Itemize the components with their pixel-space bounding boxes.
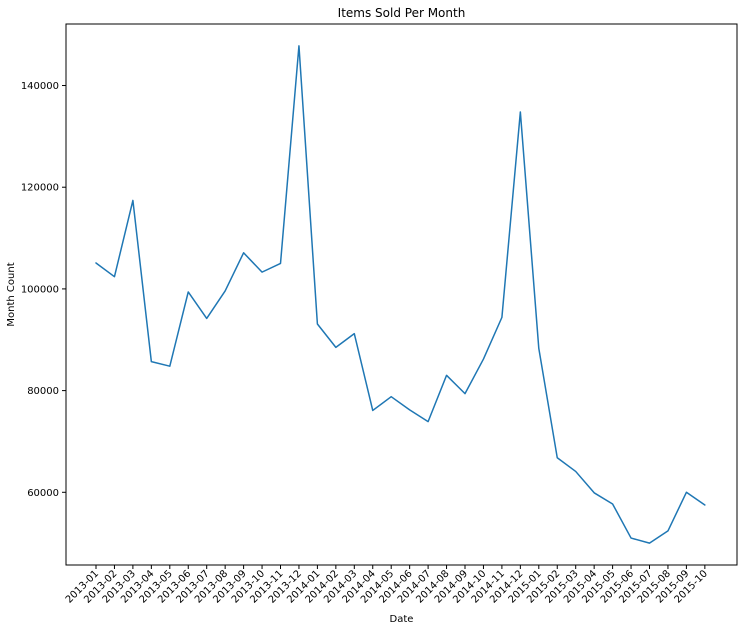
y-tick-label: 100000 bbox=[21, 284, 59, 295]
y-tick-label: 80000 bbox=[27, 386, 59, 397]
series-group bbox=[95, 45, 706, 544]
y-tick-label: 60000 bbox=[27, 488, 59, 499]
plot-frame bbox=[65, 23, 738, 566]
plot-area-border bbox=[65, 23, 738, 566]
y-tick-label: 120000 bbox=[21, 183, 59, 194]
series-line bbox=[95, 45, 706, 544]
y-axis: 60000 80000 100000 120000 140000 bbox=[21, 81, 66, 499]
y-tick-label: 140000 bbox=[21, 81, 59, 92]
x-axis: 2013-012013-022013-032013-042013-052013-… bbox=[64, 565, 710, 606]
y-axis-title: Month Count bbox=[6, 262, 17, 326]
chart-title: Items Sold Per Month bbox=[338, 6, 466, 20]
x-axis-title: Date bbox=[390, 614, 414, 625]
